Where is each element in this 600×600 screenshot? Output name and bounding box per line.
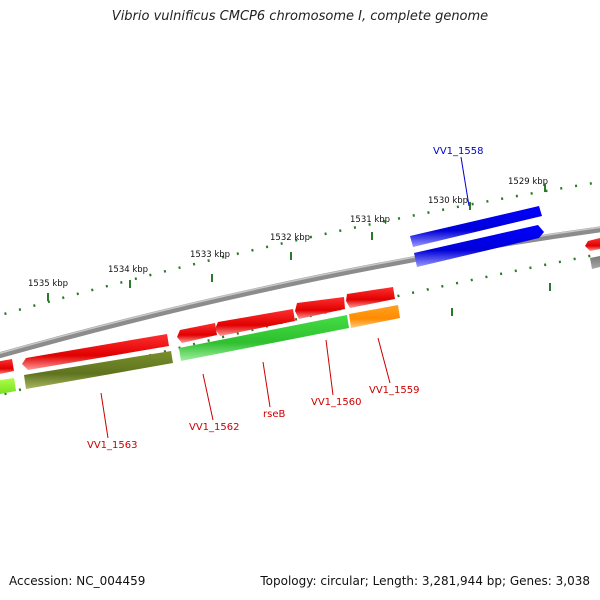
ruler-major-ticks — [47, 184, 551, 316]
gene-leader-line — [377, 337, 391, 384]
gene-arrow[interactable] — [179, 315, 349, 361]
gene-label: VV1_1563 — [87, 440, 138, 451]
gene-leader-line — [460, 156, 470, 207]
gene-arrow[interactable] — [0, 359, 14, 375]
gene-label: VV1_1558 — [433, 146, 484, 157]
map-title: Vibrio vulnificus CMCP6 chromosome I, co… — [111, 9, 489, 24]
genome-backbone — [0, 226, 600, 359]
gene-arrow[interactable] — [22, 334, 169, 370]
gene-leader-line — [100, 392, 109, 439]
ruler-label: 1529 kbp — [508, 177, 548, 187]
accession-label: Accession: NC_004459 — [9, 574, 146, 588]
gene-leader-line — [202, 373, 214, 421]
ruler-label: 1535 kbp — [28, 279, 68, 289]
gene-arrow[interactable] — [346, 287, 395, 308]
gene-labels: VV1_1558 VV1_1559 VV1_1560 rseB VV1_1562 VV1_… — [87, 146, 484, 451]
gene-arrow[interactable] — [410, 206, 542, 247]
gene-arrow[interactable] — [295, 297, 345, 319]
gene-arrow[interactable] — [177, 323, 217, 343]
ruler-label: 1534 kbp — [108, 265, 148, 275]
gene-label: VV1_1562 — [189, 422, 240, 433]
ruler-outer-dots — [0, 180, 600, 317]
gene-arrow[interactable] — [349, 305, 400, 328]
gene-arrow[interactable] — [24, 351, 173, 389]
gene-leader-line — [262, 361, 271, 408]
gene-arrow[interactable] — [590, 256, 600, 269]
gene-arrow[interactable] — [414, 225, 544, 267]
topology-label: Topology: circular; Length: 3,281,944 bp… — [260, 574, 590, 588]
gene-leader-line — [325, 339, 334, 396]
gene-arrow[interactable] — [215, 309, 295, 336]
gene-features — [0, 206, 600, 395]
gene-arrow[interactable] — [0, 378, 16, 395]
ruler-label: 1531 kbp — [350, 215, 390, 225]
gene-label: VV1_1559 — [369, 385, 420, 396]
gene-arrow[interactable] — [585, 238, 600, 251]
ruler-labels: 1529 kbp 1530 kbp 1531 kbp 1532 kbp 1533 kbp… — [28, 177, 548, 289]
gene-label: rseB — [263, 409, 285, 420]
ruler-label: 1533 kbp — [190, 250, 230, 260]
ruler-label: 1532 kbp — [270, 233, 310, 243]
ruler-label: 1530 kbp — [428, 196, 468, 206]
gene-label: VV1_1560 — [311, 397, 362, 408]
